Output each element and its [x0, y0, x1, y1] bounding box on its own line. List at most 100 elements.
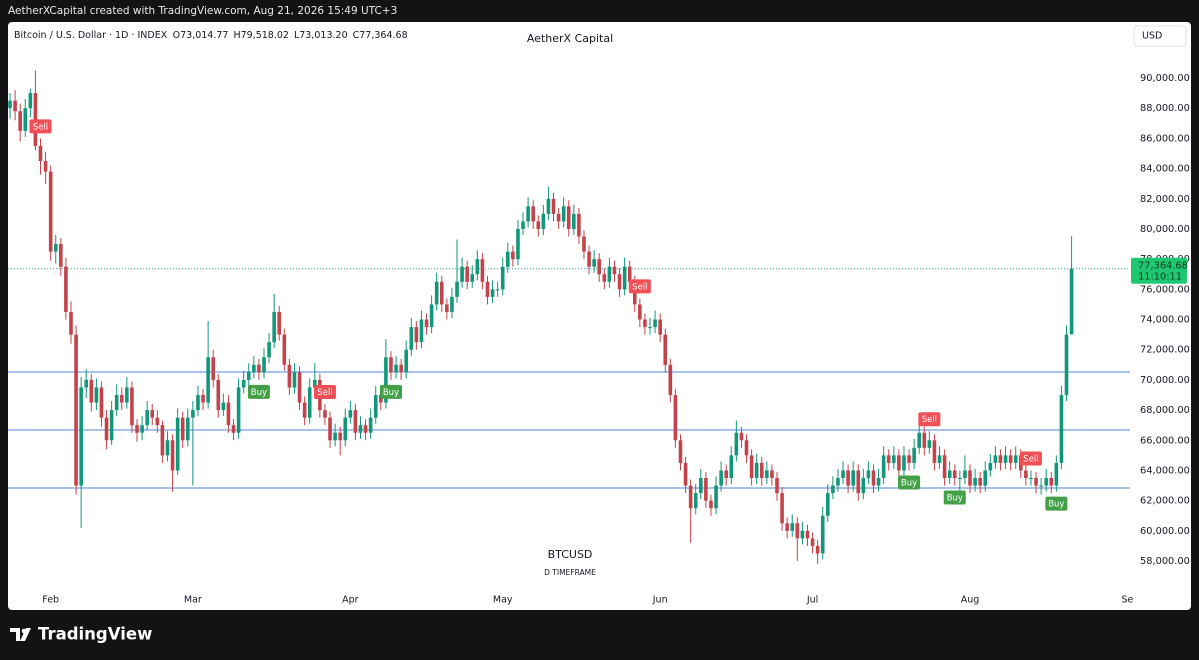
candle-body	[699, 478, 703, 494]
candle-body	[993, 455, 998, 463]
candle-body	[541, 213, 546, 229]
candle-body	[262, 357, 266, 373]
candle-body	[450, 296, 454, 312]
candle-body	[490, 289, 495, 297]
symbol-legend: Bitcoin / U.S. Dollar · 1D · INDEX O73,01…	[14, 30, 408, 41]
candle-body	[8, 100, 12, 109]
x-tick-label: May	[493, 595, 513, 606]
candle-body	[851, 470, 855, 486]
signal-label: Buy	[947, 494, 963, 504]
signal: Sell	[313, 385, 336, 400]
candle-body	[53, 244, 58, 252]
y-tick-label: 88,000.00	[1140, 103, 1190, 114]
candle-body	[343, 417, 348, 441]
candle-body	[759, 462, 764, 479]
candle-body	[109, 410, 114, 441]
candle-body	[663, 334, 668, 365]
candle-body	[719, 470, 723, 486]
candle-body	[226, 402, 231, 426]
y-tick-label: 80,000.00	[1140, 224, 1190, 235]
candle-body	[328, 417, 332, 441]
currency[interactable]: USD	[1142, 31, 1162, 42]
candle-body	[358, 425, 363, 433]
candle-body	[831, 485, 835, 494]
watermark-sub: D TIMEFRAME	[544, 568, 596, 577]
candle-body	[820, 515, 825, 554]
candle-body	[186, 417, 190, 441]
candle-body	[394, 364, 398, 373]
signal: Buy	[943, 490, 966, 505]
candle-body	[526, 206, 530, 222]
candle-body	[790, 523, 795, 531]
candle-body	[785, 523, 789, 531]
candle-body	[292, 372, 297, 388]
signal-badge	[313, 385, 336, 400]
candle-body	[983, 470, 988, 486]
candle-body	[622, 266, 627, 290]
candle-body	[536, 221, 541, 229]
candle-body	[886, 455, 891, 463]
candle-body	[653, 319, 657, 328]
ohlc-key: H	[233, 30, 240, 41]
candle-body	[841, 470, 845, 479]
signal-label: Sell	[33, 122, 48, 132]
ohlc-key: L	[294, 30, 300, 41]
last-price-label: 77,364.68	[1138, 261, 1188, 272]
y-tick-label: 58,000.00	[1140, 556, 1190, 567]
candle-body	[952, 470, 957, 479]
signal-label: Sell	[1023, 454, 1038, 464]
candle-body	[363, 425, 368, 433]
candle-body	[414, 327, 419, 343]
candle-body	[287, 364, 292, 388]
candle-body	[566, 206, 571, 229]
candle-body	[1039, 485, 1043, 487]
candle-body	[729, 455, 734, 479]
candle-body	[561, 206, 566, 222]
candle-body	[511, 251, 515, 260]
candle-body	[973, 478, 977, 486]
candle-body	[912, 447, 916, 463]
candle-body	[1034, 478, 1038, 486]
candle-body	[627, 266, 632, 282]
candle-body	[1013, 455, 1018, 463]
candle-body	[79, 387, 83, 486]
candle-body	[597, 259, 602, 275]
candle-body	[231, 425, 236, 433]
signal: Sell	[29, 119, 52, 134]
candle-body	[602, 274, 607, 282]
candle-body	[678, 440, 683, 463]
candle-body	[465, 266, 469, 282]
candle-body	[277, 311, 282, 335]
ohlc-key: C	[353, 30, 360, 41]
y-tick-label: 90,000.00	[1140, 73, 1190, 84]
currency-box[interactable]	[1133, 25, 1187, 47]
candle-body	[18, 111, 22, 131]
candle-body	[572, 213, 576, 229]
candle-body	[907, 455, 911, 463]
y-tick-label: 72,000.00	[1140, 345, 1190, 356]
signal: Sell	[628, 279, 651, 294]
candle-body	[749, 455, 754, 479]
candle-body	[897, 455, 901, 471]
candle-body	[963, 470, 967, 479]
candle-body	[1069, 268, 1074, 335]
candle-body	[876, 478, 881, 486]
candle-body	[551, 198, 556, 214]
candle-body	[368, 417, 373, 433]
signal-badge	[1045, 496, 1068, 511]
candle-body	[409, 327, 414, 350]
candle-body	[69, 311, 73, 335]
candle-body	[775, 478, 779, 494]
brand-logo	[10, 628, 31, 641]
countdown: 11:10:11	[1138, 272, 1182, 283]
ohlc-value: 79,518.02	[241, 30, 289, 41]
candle-body	[348, 410, 353, 418]
last-price-badge	[1131, 257, 1187, 284]
candle-body	[272, 311, 276, 343]
signal: Buy	[1045, 496, 1068, 511]
candle-body	[145, 410, 149, 426]
candle-body	[429, 304, 434, 328]
candle-body	[638, 304, 642, 320]
candle-body	[445, 304, 449, 312]
watermark: BTCUSD	[548, 548, 593, 561]
